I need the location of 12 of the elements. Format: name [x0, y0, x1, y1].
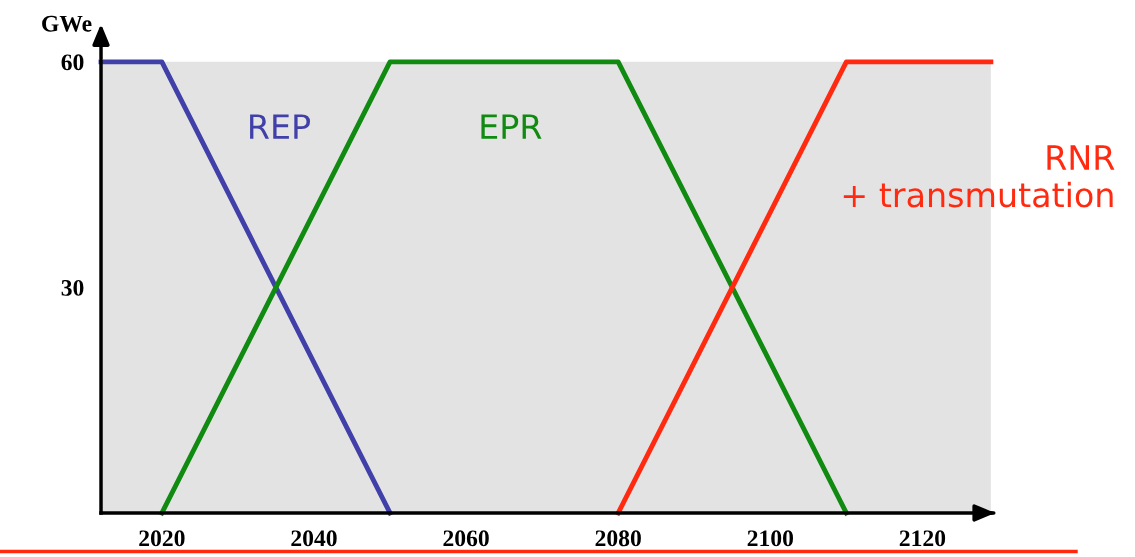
x-tick-label: 2100 — [747, 530, 794, 547]
series-label: EPR — [481, 114, 542, 139]
series-label: RNR + transmutation — [843, 145, 1115, 208]
y-tick-label: 30 — [61, 279, 84, 296]
y-tick-label: 60 — [61, 54, 84, 71]
series-label: REP — [250, 114, 311, 139]
x-tick-label: 2060 — [443, 530, 489, 547]
x-tick-label: 2080 — [595, 530, 641, 547]
y-axis-title: GWe — [42, 15, 92, 32]
x-tick-label: 2040 — [291, 530, 337, 547]
x-tick-label: 2020 — [139, 530, 185, 547]
x-tick-label: 2120 — [899, 530, 946, 547]
